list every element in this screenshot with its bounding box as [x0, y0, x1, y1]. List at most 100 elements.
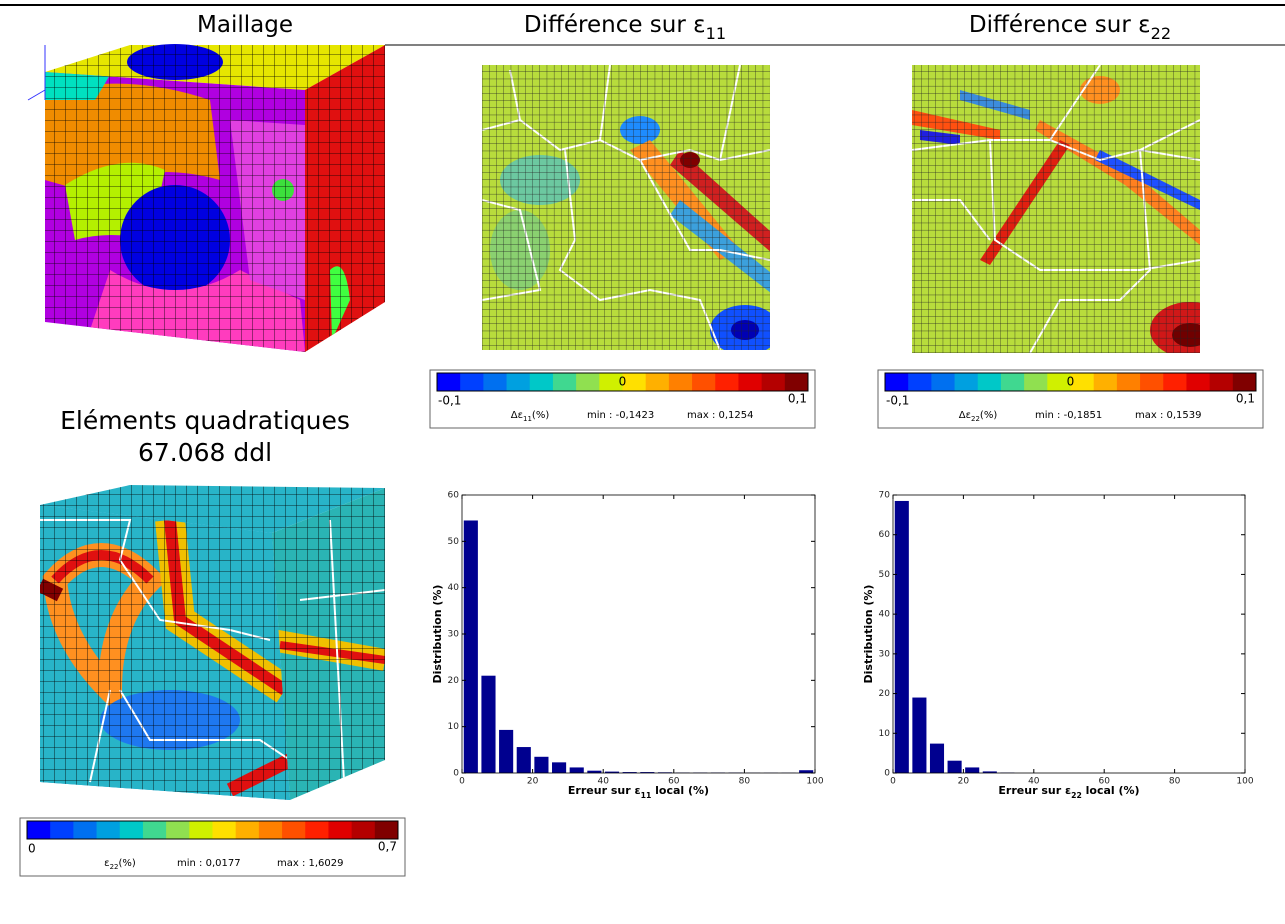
bar — [982, 771, 997, 773]
colorbar-cell — [258, 821, 283, 839]
column-header-part: Différence sur ε — [524, 12, 706, 38]
colorbar-min: 0 — [28, 842, 36, 856]
colorbar-quantity-part: 11 — [523, 415, 532, 423]
colorbar-maximum: max : 0,1254 — [687, 410, 754, 421]
colorbar-quantity-part: 22 — [110, 863, 119, 871]
colorbar-cell — [166, 821, 190, 839]
plot-frame — [461, 494, 816, 774]
bar — [894, 500, 909, 773]
colorbar-maximum: max : 1,6029 — [277, 858, 344, 869]
colorbar-cell — [931, 373, 956, 391]
colorbar-minimum: min : -0,1423 — [587, 410, 654, 421]
y-tick-label: 50 — [448, 537, 460, 547]
colorbar-quantity: Δε11(%) — [511, 410, 550, 423]
bar — [912, 697, 927, 773]
x-tick-label: 0 — [890, 777, 896, 787]
colorbar-cell — [1024, 373, 1048, 391]
colorbar-cell — [1093, 373, 1118, 391]
colorbar-cell — [529, 373, 554, 391]
colorbar-minimum: min : -0,1851 — [1035, 410, 1102, 421]
bar — [463, 520, 478, 773]
y-tick-label: 60 — [879, 530, 891, 540]
colorbar-cell — [282, 821, 306, 839]
bar — [516, 747, 531, 773]
y-tick-label: 30 — [879, 649, 891, 659]
colorbar-cell — [908, 373, 932, 391]
x-tick-label: 20 — [958, 777, 970, 787]
y-tick-label: 10 — [879, 729, 891, 739]
colorbar-cell — [96, 821, 121, 839]
x-axis-label-part: Erreur sur ε — [568, 784, 641, 797]
colorbar-cell — [761, 373, 786, 391]
bar — [552, 762, 567, 773]
colorbar-outline — [884, 372, 1257, 392]
colorbar-quantity-part: 22 — [971, 415, 980, 423]
caption: 67.068 ddl — [138, 438, 272, 467]
colorbar-cell — [27, 821, 51, 839]
column-header-part: Différence sur ε — [969, 12, 1151, 38]
colorbar-cell — [328, 821, 353, 839]
column-header: Différence sur ε11 — [524, 12, 726, 44]
colorbar-cell — [506, 373, 531, 391]
x-tick-label: 40 — [597, 777, 609, 787]
y-axis-label: Distribution (%) — [862, 585, 875, 684]
plot-frame — [892, 494, 1246, 774]
colorbar-cell — [552, 373, 577, 391]
x-tick-label: 0 — [459, 777, 465, 787]
colorbar-minimum: min : 0,0177 — [177, 858, 241, 869]
bar — [604, 771, 620, 773]
x-tick-label: 60 — [1098, 777, 1110, 787]
colorbar-cell — [622, 373, 647, 391]
x-axis-label-part: local (%) — [1082, 784, 1140, 797]
y-tick-label: 0 — [884, 769, 890, 779]
strain-map — [482, 65, 770, 350]
colorbar-cell — [50, 821, 74, 839]
colorbar-max: 0,7 — [378, 840, 397, 854]
colorbar-cell — [1000, 373, 1025, 391]
strain-map — [912, 65, 1200, 353]
colorbar-cell — [1209, 373, 1234, 391]
colorbar-cell — [235, 821, 260, 839]
bar — [622, 772, 637, 773]
y-tick-label: 40 — [448, 583, 460, 593]
colorbar-cell — [1047, 373, 1071, 391]
y-tick-label: 0 — [453, 769, 459, 779]
x-axis-label: Erreur sur ε11 local (%) — [568, 784, 709, 800]
x-tick-label: 40 — [1028, 777, 1040, 787]
x-axis-label-part: Erreur sur ε — [998, 784, 1071, 797]
x-tick-label: 20 — [527, 777, 539, 787]
colorbar-cell — [374, 821, 399, 839]
colorbar-cell — [483, 373, 508, 391]
bar — [569, 767, 584, 773]
column-header-part: 11 — [706, 24, 726, 43]
caption: Eléments quadratiques — [60, 406, 350, 435]
colorbar-cell — [119, 821, 144, 839]
colorbar-outline — [436, 372, 809, 392]
colorbar-cell — [1070, 373, 1095, 391]
bar — [947, 760, 962, 773]
colorbar-max: 0,1 — [1236, 392, 1255, 406]
colorbar-quantity-part: (%) — [532, 410, 549, 421]
colorbar-cell — [73, 821, 98, 839]
colorbar-cell — [977, 373, 1002, 391]
x-tick-label: 100 — [806, 777, 823, 787]
colorbar-cell — [645, 373, 670, 391]
x-tick-label: 80 — [739, 777, 751, 787]
x-axis-label-part: 22 — [1071, 791, 1082, 800]
x-tick-label: 80 — [1169, 777, 1181, 787]
bar — [587, 770, 602, 773]
y-tick-label: 20 — [879, 689, 891, 699]
colorbar-min: -0,1 — [886, 394, 909, 408]
column-header-part: 22 — [1151, 24, 1171, 43]
y-tick-label: 20 — [448, 676, 460, 686]
colorbar-quantity: ε22(%) — [104, 858, 136, 871]
colorbar-cell — [738, 373, 763, 391]
bar — [640, 772, 655, 773]
bar — [929, 743, 945, 773]
x-tick-label: 60 — [668, 777, 680, 787]
colorbar-cell — [460, 373, 484, 391]
colorbar-quantity-part: (%) — [119, 858, 136, 869]
x-axis-label-part: local (%) — [651, 784, 709, 797]
x-tick-label: 100 — [1236, 777, 1253, 787]
colorbar-maximum: max : 0,1539 — [1135, 410, 1202, 421]
